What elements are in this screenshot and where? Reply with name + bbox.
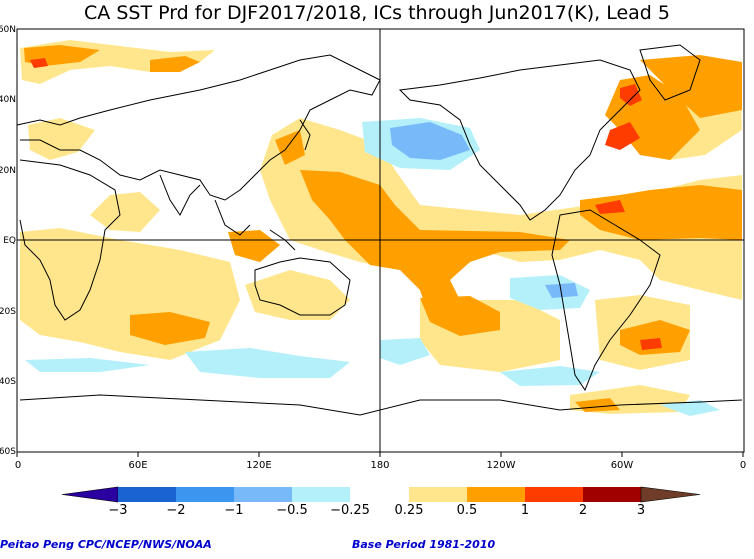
colorbar-label: 3 bbox=[636, 503, 646, 518]
colorbar bbox=[61, 486, 701, 503]
colorbar-label: −0.5 bbox=[276, 503, 308, 518]
colorbar-end-low bbox=[61, 486, 119, 503]
lat-label-eq: EQ bbox=[3, 236, 16, 246]
colorbar-segment bbox=[234, 487, 292, 502]
lon-label-180: 180 bbox=[370, 460, 390, 471]
colorbar-label: 1 bbox=[520, 503, 530, 518]
colorbar-label: −2 bbox=[166, 503, 186, 518]
lon-label-60w: 60W bbox=[610, 460, 634, 471]
lon-label-0: 0 bbox=[14, 460, 22, 471]
lat-label-60s: 60S bbox=[0, 447, 16, 457]
footer-base-period: Base Period 1981-2010 bbox=[352, 538, 496, 551]
lat-label-60n: 60N bbox=[0, 25, 16, 35]
colorbar-segment bbox=[176, 487, 234, 502]
colorbar-label: −3 bbox=[108, 503, 128, 518]
anomaly-moderate-warm bbox=[24, 45, 742, 412]
footer-credit: Peitao Peng CPC/NCEP/NWS/NOAA bbox=[0, 538, 212, 551]
anomaly-moderate-cool bbox=[390, 122, 578, 298]
lon-label-120w: 120W bbox=[486, 460, 516, 471]
colorbar-segment bbox=[292, 487, 350, 502]
colorbar-label: 0.25 bbox=[394, 503, 424, 518]
lat-label-40s: 40S bbox=[0, 377, 16, 387]
colorbar-label: 0.5 bbox=[456, 503, 478, 518]
anomaly-strong-warm bbox=[30, 58, 662, 350]
colorbar-segment bbox=[467, 487, 525, 502]
colorbar-label: −0.25 bbox=[330, 503, 370, 518]
lat-label-20n: 20N bbox=[0, 166, 16, 176]
colorbar-end-high bbox=[640, 486, 701, 503]
lat-label-40n: 40N bbox=[0, 95, 16, 105]
colorbar-segment bbox=[350, 487, 409, 502]
map-title: CA SST Prd for DJF2017/2018, ICs through… bbox=[84, 2, 670, 24]
longitude-ticks bbox=[16, 452, 744, 457]
lon-label-120e: 120E bbox=[246, 460, 272, 471]
lon-label-0-east: 0 bbox=[739, 460, 747, 471]
colorbar-segment bbox=[409, 487, 467, 502]
colorbar-segment bbox=[525, 487, 583, 502]
colorbar-label: 2 bbox=[578, 503, 588, 518]
lat-label-20s: 20S bbox=[0, 307, 16, 317]
lon-label-60e: 60E bbox=[128, 460, 148, 471]
colorbar-segment bbox=[118, 487, 176, 502]
colorbar-label: −1 bbox=[224, 503, 244, 518]
colorbar-segment bbox=[583, 487, 641, 502]
